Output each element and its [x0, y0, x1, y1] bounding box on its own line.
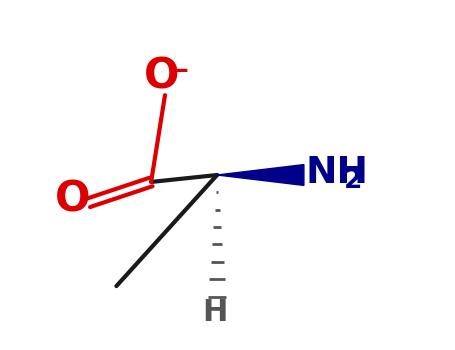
- Text: NH: NH: [306, 155, 369, 191]
- Text: H: H: [202, 298, 228, 327]
- Text: 2: 2: [344, 168, 362, 194]
- Text: O: O: [55, 178, 91, 220]
- Polygon shape: [217, 164, 304, 186]
- Text: O: O: [144, 55, 179, 97]
- Text: −: −: [167, 57, 191, 85]
